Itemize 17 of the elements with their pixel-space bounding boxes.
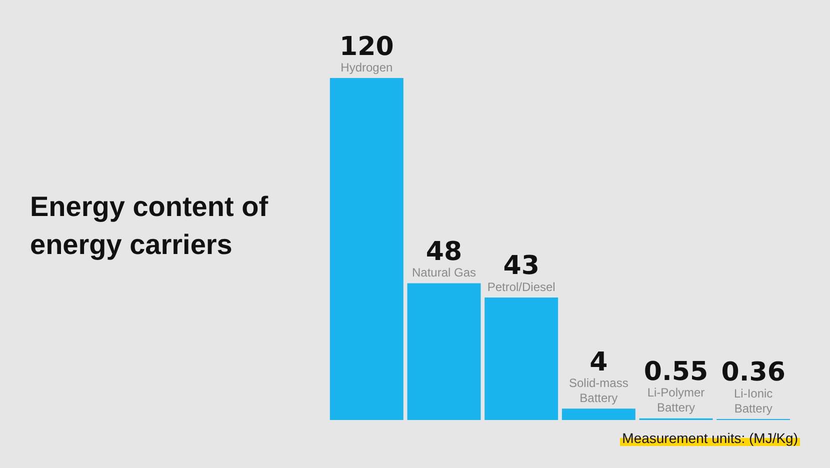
- data-label: 0.55: [644, 357, 708, 388]
- data-label: 43: [503, 251, 540, 282]
- data-label: 4: [590, 347, 608, 378]
- bar: [484, 297, 558, 420]
- bar: [407, 283, 481, 420]
- data-label: 0.36: [721, 358, 786, 388]
- text: Energy content of energy carriers: [30, 190, 270, 262]
- x-tick-label: Petrol/Diesel: [487, 280, 556, 294]
- bar: [562, 408, 636, 420]
- x-tick-label: Hydrogen: [340, 60, 393, 74]
- data-label: 48: [426, 236, 462, 267]
- bar: [330, 78, 404, 420]
- x-tick-label: Li-Ionic Battery: [734, 386, 773, 416]
- x-tick-label: Solid-mass Battery: [568, 376, 628, 405]
- x-tick-label: Natural Gas: [412, 266, 476, 280]
- data-label: 120: [340, 32, 394, 62]
- x-tick-label: Li-Polymer Battery: [647, 386, 705, 415]
